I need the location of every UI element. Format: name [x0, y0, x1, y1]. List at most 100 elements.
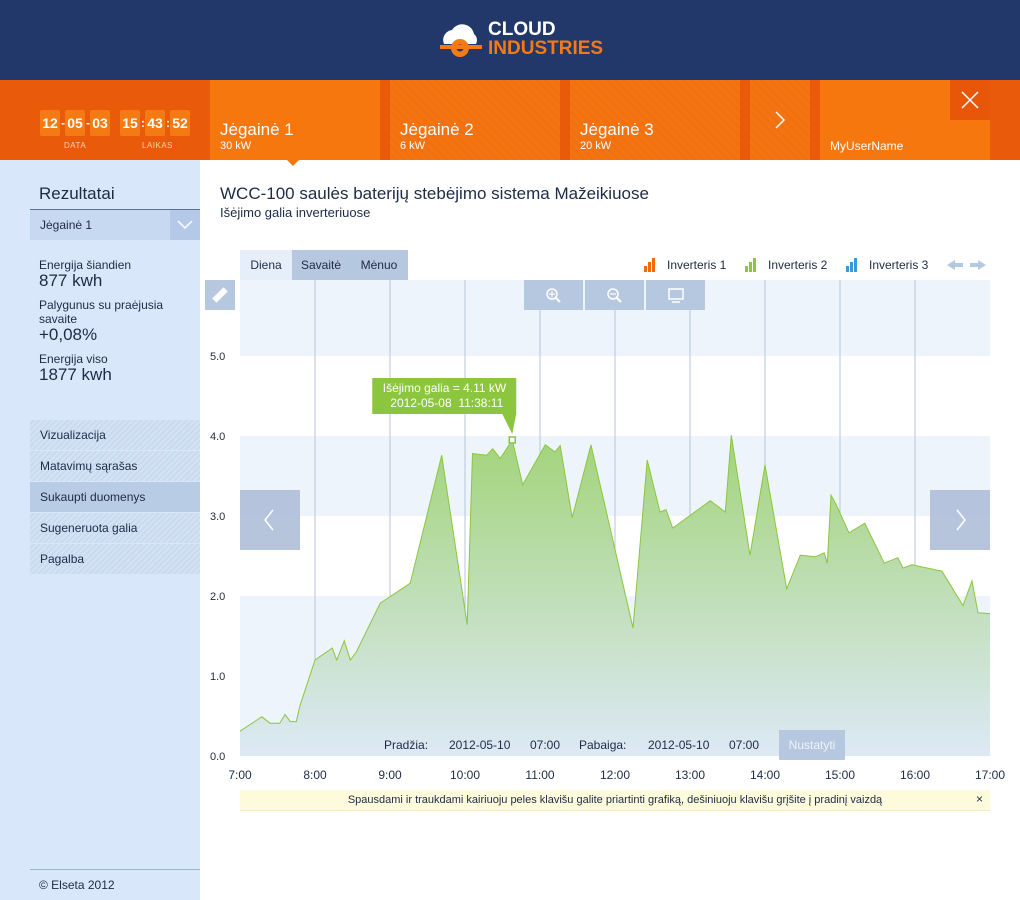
y-tick-label: 3.0 [210, 511, 225, 523]
icon [616, 297, 622, 303]
y-tick-label: 1.0 [210, 671, 225, 683]
chart: 0.0 1.0 2.0 3.0 4.0 5.0 7:00 8:00 9:00 10:00 11:00… [205, 258, 1005, 782]
icon [555, 297, 561, 303]
range-start-date[interactable]: 2012-05-10 [449, 738, 511, 752]
time-label: LAIKAS [142, 141, 174, 150]
legend-icon [854, 258, 857, 272]
header: CLOUD INDUSTRIES [0, 0, 1020, 80]
legend-icon [846, 266, 849, 272]
x-tick-label: 12:00 [600, 768, 630, 782]
zoom-out-button[interactable] [585, 280, 644, 310]
hint-close[interactable]: × [976, 792, 984, 806]
period-button[interactable]: Savaitė [292, 250, 350, 280]
legend-label: Inverteris 3 [869, 258, 929, 272]
tooltip-box [372, 378, 517, 414]
legend-label: Inverteris 1 [667, 258, 727, 272]
date-digit: 03 [90, 110, 110, 136]
icon [668, 288, 684, 300]
stat-value: 877 kwh [39, 271, 103, 290]
logo-bottom: INDUSTRIES [488, 38, 604, 59]
line [239, 435, 991, 732]
date-label: DATA [64, 141, 87, 150]
period-button[interactable]: Mėnuo [350, 250, 408, 280]
logo-top: CLOUD [488, 19, 556, 40]
range-start-label: Pradžia: [384, 738, 429, 752]
menu-item[interactable]: Matavimų sąrašas [30, 451, 200, 481]
range-end-label: Pabaiga: [579, 738, 627, 752]
time-digit: 52 [170, 110, 190, 136]
plant-select[interactable]: Jėgainė 1 [30, 209, 200, 240]
legend-icon [850, 262, 853, 272]
tab-power: 20 kW [580, 140, 612, 152]
hint-bar: Spausdami ir traukdami kairiuoju peles k… [240, 790, 990, 811]
zoom-in-button[interactable] [524, 280, 583, 310]
ruler-icon [212, 287, 228, 303]
stat-value: +0,08% [39, 325, 98, 344]
tab-name[interactable]: Jėgainė 2 [400, 120, 474, 139]
tab-name[interactable]: Jėgainė 1 [220, 120, 294, 139]
tab-bg [570, 80, 740, 160]
menu-item[interactable]: Vizualizacija [30, 420, 200, 450]
legend-icon [745, 266, 748, 272]
nav-right[interactable] [930, 490, 990, 550]
y-tick-label: 0.0 [210, 751, 225, 763]
period-button[interactable]: Diena [240, 250, 292, 280]
menu-item[interactable]: Sugeneruota galia [30, 513, 200, 543]
top-bar [0, 80, 1020, 160]
nav-icon [956, 509, 966, 531]
screen-button[interactable] [646, 280, 705, 310]
stat-label: Energija viso [39, 352, 108, 366]
menu-label: Vizualizacija [40, 428, 106, 442]
tab-next[interactable] [750, 80, 810, 160]
x-tick-label: 10:00 [450, 768, 480, 782]
legend-icon [644, 266, 647, 272]
footer-rule [30, 869, 200, 870]
x-tick-label: 17:00 [975, 768, 1005, 782]
range-start-time[interactable]: 07:00 [530, 738, 561, 752]
y-tick-label: 2.0 [210, 591, 225, 603]
tooltip-line: 2012-05-08 11:38:11 [390, 396, 503, 410]
area [240, 435, 990, 756]
range-end-date[interactable]: 2012-05-10 [648, 738, 710, 752]
date-separator: - [61, 116, 65, 130]
hint-text: Spausdami ir traukdami kairiuoju peles k… [347, 794, 883, 806]
menu-label: Matavimų sąrašas [40, 459, 138, 473]
menu-label: Sugeneruota galia [40, 521, 138, 535]
x-tick-label: 13:00 [675, 768, 705, 782]
nav-icon [264, 509, 274, 531]
range-button[interactable]: Nustatyti [779, 730, 845, 760]
time-separator: : [166, 116, 170, 130]
menu-label: Pagalba [40, 552, 85, 566]
date-separator: - [86, 116, 90, 130]
icon [607, 288, 619, 300]
legend-icon [648, 262, 651, 272]
legend-icon [749, 262, 752, 272]
user-name[interactable]: MyUserName [830, 139, 904, 153]
stat-label: Energija šiandien [39, 258, 132, 272]
tab-power: 30 kW [220, 140, 252, 152]
time-separator: : [141, 116, 145, 130]
range-end-time[interactable]: 07:00 [729, 738, 760, 752]
menu-item[interactable]: Pagalba [30, 544, 200, 574]
legend-icon [753, 258, 756, 272]
sidebar-title: Rezultatai [39, 184, 115, 203]
x-tick-label: 15:00 [825, 768, 855, 782]
nav-left[interactable] [240, 490, 300, 550]
stat-label: Palygunus su praėjusia savaite [39, 298, 164, 326]
active-tab-bg [210, 80, 380, 160]
page-title: WCC-100 saulės baterijų stebėjimo sistem… [220, 184, 649, 203]
pan-arrows [947, 260, 986, 270]
tab-name[interactable]: Jėgainė 3 [580, 120, 654, 139]
x-tick-label: 8:00 [303, 768, 327, 782]
time-digit: 43 [145, 110, 165, 136]
menu-label: Sukaupti duomenys [40, 490, 146, 504]
date-digit: 12 [40, 110, 60, 136]
menu-item[interactable]: Sukaupti duomenys [30, 482, 200, 512]
x-tick-label: 11:00 [525, 768, 554, 782]
footer: © Elseta 2012 [39, 878, 115, 892]
time-digit: 15 [120, 110, 140, 136]
x-tick-label: 16:00 [900, 768, 930, 782]
close-button[interactable] [950, 80, 990, 120]
active-caret [285, 158, 301, 166]
